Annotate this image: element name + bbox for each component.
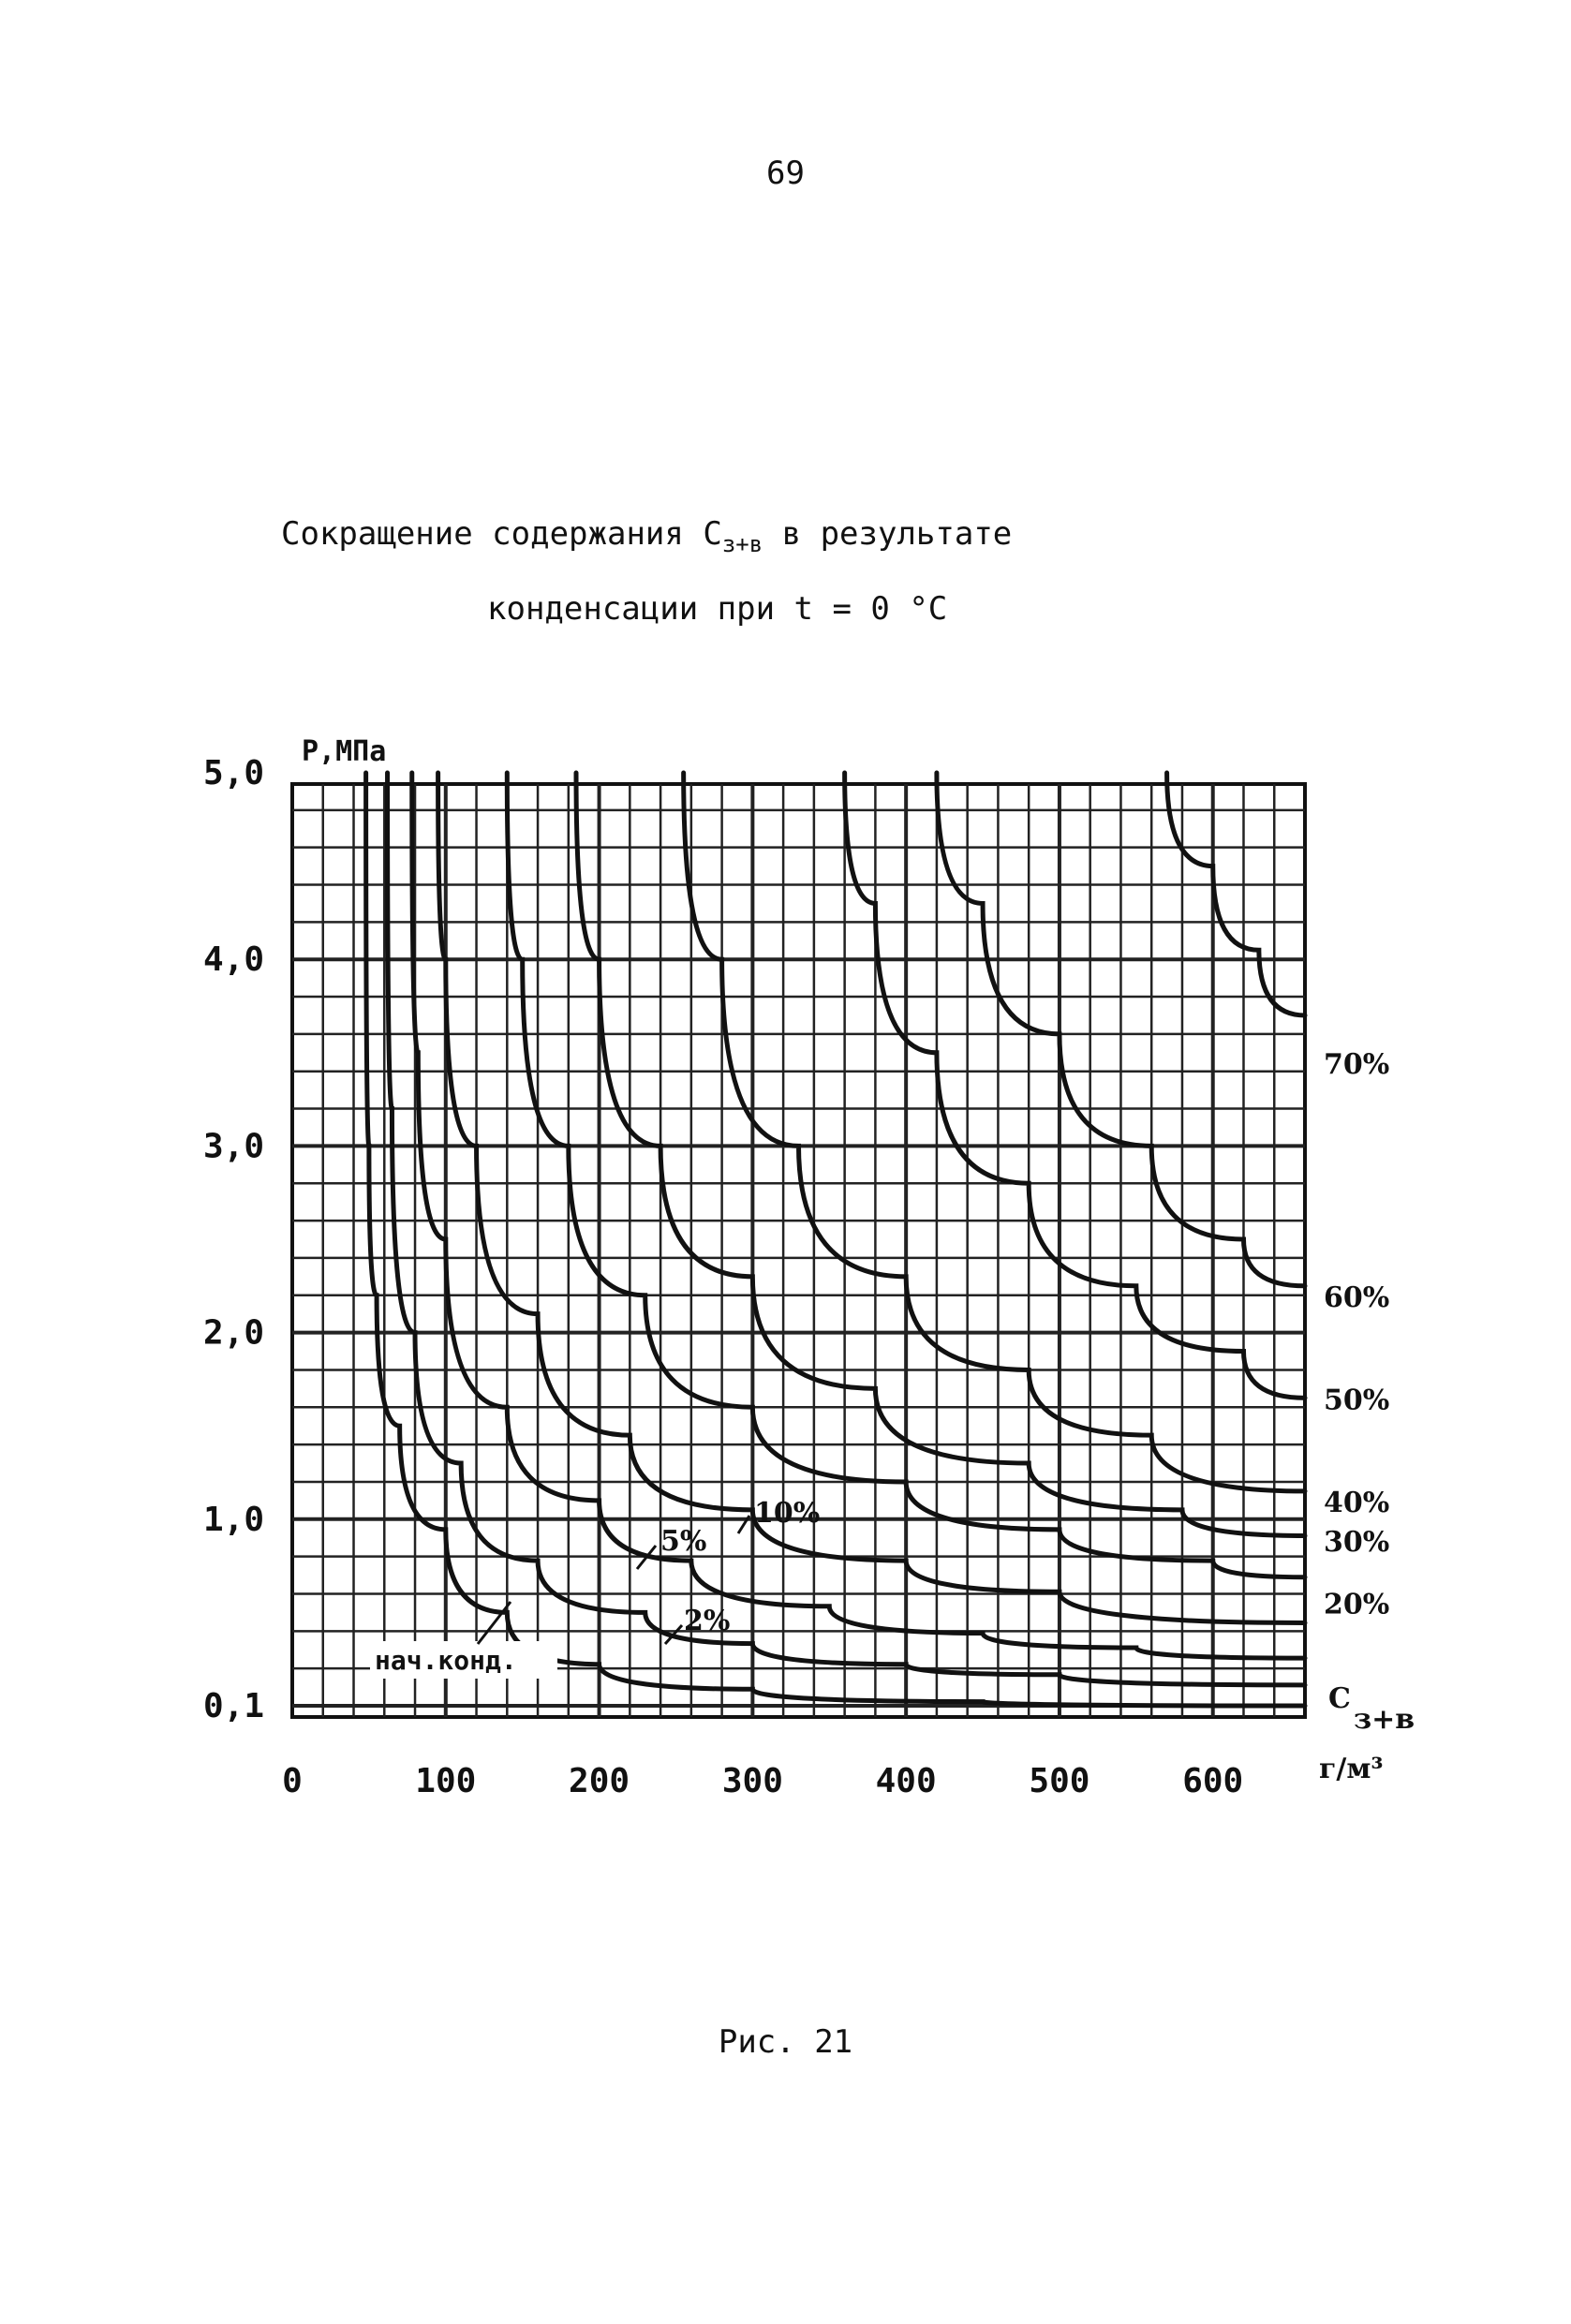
chart-labels: Р,МПа 70% 60% 50% 40% 30% 20% Сз+в г/м³ 10% 5% 2% на… [302, 735, 1415, 1785]
curve-3 [436, 770, 1308, 1625]
x-tick-label: 100 [415, 1762, 476, 1800]
curve-5 [573, 770, 1308, 1539]
curve-0 [363, 770, 1308, 1709]
page-number: 69 [766, 155, 805, 192]
curve-1 [385, 770, 1308, 1688]
y-tick-label: 3,0 [203, 1127, 264, 1165]
figure-caption: Рис. 21 [718, 2023, 853, 2061]
title-subscript: з+в [721, 530, 763, 557]
curve-6 [681, 770, 1308, 1494]
curve-7 [842, 770, 1308, 1400]
chart-title-line1: Сокращение содержания Сз+в в результате [281, 515, 1405, 557]
curve-label-right: 30% [1324, 1526, 1389, 1559]
curve-label-right: 70% [1324, 1048, 1389, 1081]
x-unit-label-2: г/м³ [1319, 1753, 1384, 1785]
curve-label-right: 20% [1324, 1588, 1389, 1621]
x-tick-label: 400 [876, 1762, 937, 1800]
curve-label-inside: 2% [684, 1605, 730, 1637]
plot-frame [290, 782, 1307, 1719]
curve-8 [934, 770, 1308, 1289]
chart-ticks: 0 100 200 300 400 500 600 0,1 1,0 2,0 3,0 4,0 5,0 [203, 754, 1243, 1800]
title-part1: Сокращение содержания С [281, 515, 722, 553]
y-axis-label: Р,МПа [302, 735, 386, 768]
x-tick-label: 600 [1182, 1762, 1243, 1800]
x-unit-label: С [1328, 1682, 1351, 1715]
curve-label-right: 60% [1324, 1281, 1389, 1314]
x-tick-label: 500 [1029, 1762, 1089, 1800]
curve-9 [1164, 770, 1308, 1018]
leader-line [736, 1515, 751, 1534]
y-tick-label: 1,0 [203, 1501, 264, 1539]
curve-label-right: 50% [1324, 1384, 1389, 1416]
annotation-leader [476, 1601, 512, 1645]
curve-label-inside: 5% [660, 1525, 706, 1558]
x-unit-subscript: з+в [1354, 1703, 1415, 1736]
chart-curves [363, 770, 1308, 1709]
x-tick-label: 300 [722, 1762, 783, 1800]
y-tick-label: 4,0 [203, 940, 264, 979]
curve-4 [504, 770, 1308, 1580]
title-part2: в результате [763, 515, 1013, 553]
y-tick-label: 2,0 [203, 1314, 264, 1353]
y-tick-label: 5,0 [203, 754, 264, 792]
leader-line [663, 1623, 684, 1646]
annotation-bg [370, 1641, 557, 1679]
curve-label-inside: 10% [754, 1497, 820, 1530]
chart-title-line2: конденсации при t = 0 °C [487, 590, 948, 628]
curve-label-right: 40% [1324, 1487, 1389, 1519]
start-condensation-label: нач.конд. [375, 1645, 517, 1676]
leader-line [635, 1545, 658, 1570]
curve-2 [409, 770, 1308, 1661]
x-tick-label: 200 [569, 1762, 630, 1800]
x-tick-label: 0 [282, 1762, 303, 1800]
y-tick-label: 0,1 [203, 1687, 264, 1725]
